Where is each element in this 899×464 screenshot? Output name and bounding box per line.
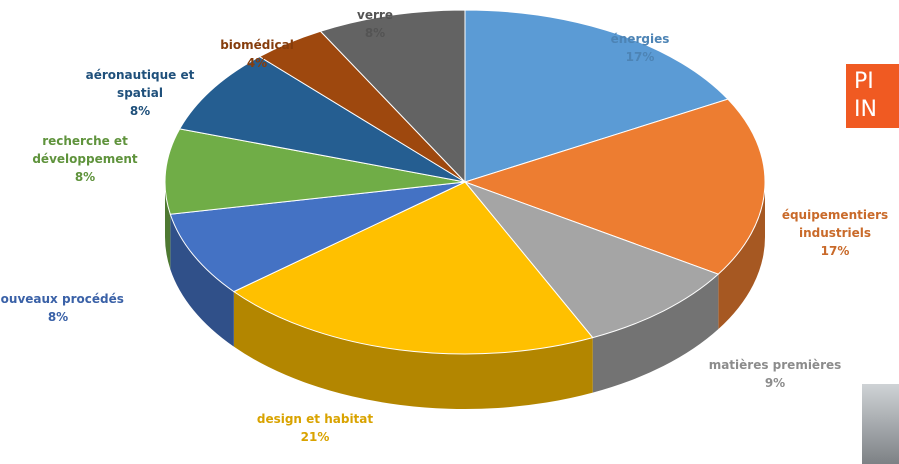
label-name: matières premières: [708, 358, 842, 372]
label-value: 17%: [625, 50, 655, 64]
label-name: verre: [357, 8, 393, 22]
slice: [164, 128, 466, 215]
label-name: biomédical: [220, 38, 294, 52]
data-label: biomédical 4%: [202, 36, 312, 72]
banner-line: PI: [854, 69, 874, 94]
label-name: design et habitat: [256, 412, 374, 426]
slice: [169, 181, 466, 293]
data-label: recherche et développement 8%: [10, 132, 160, 186]
data-label: matières premières 9%: [690, 356, 860, 392]
label-value: 8%: [364, 26, 386, 40]
slice: [463, 98, 766, 275]
label-name: aéronautique et spatial: [85, 68, 195, 100]
data-label: aéronautique et spatial 8%: [85, 66, 195, 120]
data-label: énergies 17%: [580, 30, 700, 66]
label-name: recherche et développement: [32, 134, 138, 166]
slice-side: [233, 291, 593, 409]
data-label: design et habitat 21%: [230, 410, 400, 446]
banner: PI IN: [846, 64, 899, 128]
banner-line: IN: [854, 97, 877, 122]
label-name: nouveaux procédés: [0, 292, 124, 306]
slice-side: [165, 182, 171, 270]
slice: [464, 9, 729, 183]
label-value: 17%: [820, 244, 850, 258]
slice: [232, 181, 594, 355]
label-value: 8%: [129, 104, 151, 118]
data-label: nouveaux procédés 8%: [0, 290, 143, 326]
label-value: 4%: [246, 56, 268, 70]
slice-side: [592, 274, 719, 393]
data-label: verre 8%: [335, 6, 415, 42]
label-value: 21%: [300, 430, 330, 444]
slice-side: [170, 214, 234, 347]
label-name: énergies: [610, 32, 670, 46]
slice: [319, 9, 466, 184]
label-value: 8%: [47, 310, 69, 324]
slice: [178, 56, 466, 183]
label-name: équipementiers industriels: [781, 208, 889, 240]
slice: [463, 180, 720, 339]
label-value: 8%: [74, 170, 96, 184]
photo-fragment: [862, 384, 899, 464]
slice-side: [718, 182, 765, 330]
data-label: équipementiers industriels 17%: [770, 206, 899, 260]
label-value: 9%: [764, 376, 786, 390]
